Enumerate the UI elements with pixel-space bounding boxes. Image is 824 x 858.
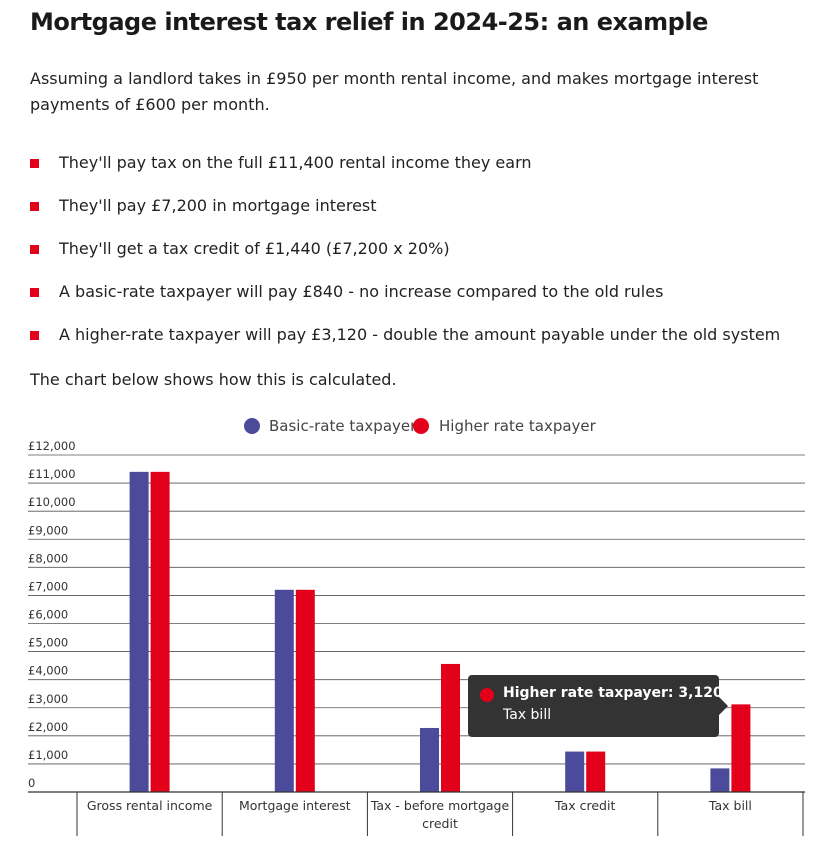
red-square-bullet-icon — [30, 159, 39, 168]
page-title: Mortgage interest tax relief in 2024-25:… — [30, 8, 708, 36]
y-tick-label: £3,000 — [28, 692, 68, 706]
chart-intro-text: The chart below shows how this is calcul… — [30, 370, 397, 389]
x-tick-label: Mortgage interest — [239, 798, 351, 813]
bullet-text: They'll get a tax credit of £1,440 (£7,2… — [59, 239, 450, 258]
bar-basic[interactable] — [565, 751, 585, 792]
x-tick-label: Tax - before mortgage credit — [370, 798, 510, 831]
bullet-item: They'll get a tax credit of £1,440 (£7,2… — [30, 236, 820, 279]
bar-chart: Basic-rate taxpayer Higher rate taxpayer … — [28, 417, 805, 836]
bar-basic[interactable] — [710, 768, 730, 792]
x-tick-label: Tax credit — [554, 798, 615, 813]
bar-higher[interactable] — [295, 589, 315, 792]
bullet-item: They'll pay £7,200 in mortgage interest — [30, 193, 820, 236]
tooltip-series-dot-icon — [480, 688, 494, 702]
bullet-text: They'll pay £7,200 in mortgage interest — [59, 196, 377, 215]
legend-label[interactable]: Basic-rate taxpayer — [269, 417, 417, 435]
legend-marker[interactable] — [413, 418, 429, 434]
bullet-text: They'll pay tax on the full £11,400 rent… — [59, 153, 532, 172]
red-square-bullet-icon — [30, 288, 39, 297]
chart-bars[interactable] — [129, 471, 751, 792]
bar-higher[interactable] — [441, 663, 460, 792]
bullet-text: A higher-rate taxpayer will pay £3,120 -… — [59, 325, 781, 344]
red-square-bullet-icon — [30, 202, 39, 211]
bar-higher[interactable] — [586, 751, 606, 792]
x-axis: Gross rental income Mortgage interest Tax … — [28, 791, 805, 836]
legend-label[interactable]: Higher rate taxpayer — [439, 417, 597, 435]
chart-tooltip: Higher rate taxpayer: 3,120 Tax bill — [468, 675, 728, 737]
x-tick-label: Tax bill — [708, 798, 752, 813]
bar-basic[interactable] — [274, 589, 294, 792]
x-tick-label: Gross rental income — [87, 798, 213, 813]
y-tick-label: £7,000 — [28, 579, 68, 593]
bar-basic[interactable] — [420, 727, 439, 792]
legend-marker[interactable] — [244, 418, 260, 434]
y-tick-label: £9,000 — [28, 523, 68, 537]
bullet-item: A higher-rate taxpayer will pay £3,120 -… — [30, 322, 820, 365]
y-tick-label: £2,000 — [28, 720, 68, 734]
bar-higher[interactable] — [731, 704, 751, 792]
bullet-item: A basic-rate taxpayer will pay £840 - no… — [30, 279, 820, 322]
y-tick-label: £12,000 — [28, 439, 76, 453]
y-axis-ticks: 0 £1,000 £2,000 £3,000 £4,000 £5,000 £6,000 £7,… — [28, 439, 76, 790]
bar-basic[interactable] — [129, 471, 149, 792]
bullet-list: They'll pay tax on the full £11,400 rent… — [30, 150, 820, 365]
y-tick-label: £4,000 — [28, 664, 68, 678]
tooltip-subtitle: Tax bill — [503, 707, 552, 723]
red-square-bullet-icon — [30, 331, 39, 340]
chart-legend: Basic-rate taxpayer Higher rate taxpayer — [244, 417, 597, 435]
y-tick-label: £10,000 — [28, 495, 76, 509]
y-tick-label: £11,000 — [28, 467, 76, 481]
bullet-item: They'll pay tax on the full £11,400 rent… — [30, 150, 820, 193]
y-tick-label: £5,000 — [28, 636, 68, 650]
red-square-bullet-icon — [30, 245, 39, 254]
y-tick-label: £1,000 — [28, 748, 68, 762]
y-tick-label: 0 — [28, 776, 35, 790]
bullet-text: A basic-rate taxpayer will pay £840 - no… — [59, 282, 664, 301]
y-tick-label: £6,000 — [28, 608, 68, 622]
y-tick-label: £8,000 — [28, 551, 68, 565]
bar-higher[interactable] — [150, 471, 170, 792]
tooltip-title: Higher rate taxpayer: 3,120 — [503, 685, 723, 701]
intro-paragraph: Assuming a landlord takes in £950 per mo… — [30, 69, 759, 114]
